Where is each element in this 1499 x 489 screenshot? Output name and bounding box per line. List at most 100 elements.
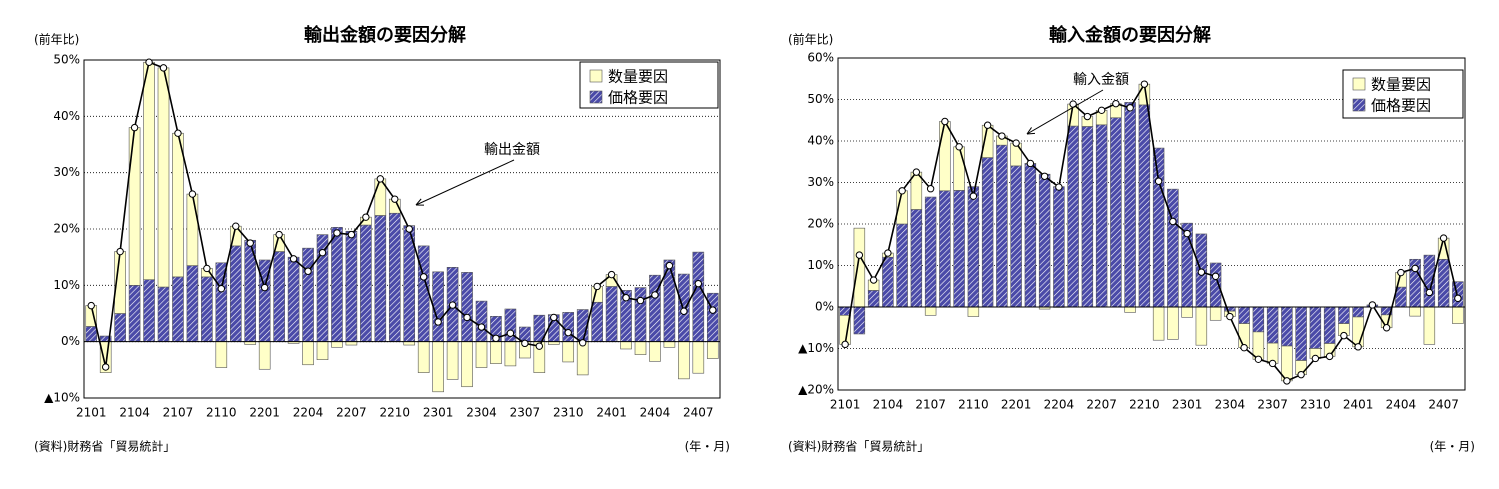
bar	[388, 212, 401, 342]
line-marker	[969, 192, 978, 200]
line-marker	[1425, 288, 1434, 297]
bar	[1038, 173, 1051, 308]
x-tick-label: 2210	[379, 406, 410, 420]
x-tick-label: 2101	[76, 406, 107, 420]
bar	[1081, 126, 1094, 308]
bar	[1138, 104, 1151, 308]
bar	[1452, 306, 1464, 324]
bar	[1152, 147, 1165, 308]
bar	[461, 341, 473, 388]
x-tick-label: 2207	[1086, 398, 1117, 412]
bar	[403, 341, 416, 346]
line-marker	[1012, 139, 1020, 147]
bar	[1095, 124, 1108, 308]
line-marker	[709, 306, 717, 314]
bar	[924, 196, 937, 308]
x-axis-label: (年・月)	[1430, 440, 1475, 454]
bar	[143, 279, 155, 342]
bar	[620, 341, 632, 350]
bar	[475, 341, 488, 368]
line-marker	[926, 185, 935, 193]
line-series	[844, 81, 1459, 382]
line-marker	[159, 64, 168, 72]
bar	[504, 341, 517, 367]
bar	[605, 286, 618, 342]
x-tick-label: 2307	[1257, 398, 1288, 412]
bar	[1209, 306, 1222, 321]
y-tick-label: 20%	[807, 217, 834, 231]
line-marker	[1055, 183, 1063, 191]
bar	[302, 247, 314, 342]
legend-label: 数量要因	[608, 68, 668, 86]
bar	[1423, 306, 1436, 345]
line-marker	[1154, 177, 1163, 185]
x-tick-label: 2204	[1044, 398, 1075, 412]
bar	[576, 341, 589, 376]
bar	[910, 209, 923, 308]
bar	[692, 251, 705, 342]
bar	[706, 341, 719, 359]
line-marker	[260, 283, 269, 292]
bar	[143, 61, 155, 281]
line-marker	[405, 225, 413, 233]
y-tick-label: 40%	[53, 109, 80, 123]
line-marker	[1169, 217, 1177, 226]
bar	[215, 341, 228, 368]
bar	[1352, 306, 1364, 318]
bar	[1152, 306, 1165, 341]
line-marker	[1197, 268, 1206, 276]
bar	[996, 144, 1008, 308]
bar	[273, 251, 285, 342]
bar	[1323, 306, 1336, 344]
line-marker	[1368, 301, 1377, 309]
y-tick-label: 10%	[53, 278, 80, 292]
x-tick-label: 2201	[1001, 398, 1032, 412]
bar	[345, 341, 358, 346]
bar	[1252, 306, 1265, 333]
bar	[475, 300, 488, 342]
bar	[229, 245, 242, 342]
bar	[1295, 306, 1307, 361]
bar	[417, 245, 430, 342]
bar	[1309, 306, 1322, 349]
y-tick-label: 30%	[807, 175, 834, 189]
line-marker	[535, 342, 544, 350]
bar	[1024, 163, 1037, 308]
plot-frame	[83, 59, 721, 399]
line-marker	[1240, 343, 1248, 352]
bar	[1195, 306, 1208, 346]
legend-swatch	[589, 90, 603, 104]
bar	[981, 157, 994, 308]
source-note: (資料)財務省「貿易統計」	[34, 439, 175, 454]
line-marker	[1097, 106, 1106, 114]
line-marker	[1340, 331, 1348, 340]
line-marker	[275, 230, 283, 239]
line-marker	[391, 195, 399, 203]
x-tick-label: 2310	[1300, 398, 1331, 412]
line-marker	[912, 168, 921, 176]
bar	[85, 326, 98, 342]
bar	[345, 230, 358, 342]
x-tick-label: 2401	[1343, 398, 1374, 412]
bar	[562, 312, 575, 342]
bar	[302, 341, 314, 366]
line-marker	[174, 129, 182, 137]
bar	[417, 341, 430, 373]
annotation-arrow	[415, 159, 515, 206]
chart-title: 輸出金額の要因分解	[304, 24, 466, 46]
line-marker	[898, 187, 906, 195]
x-tick-label: 2404	[640, 406, 671, 420]
line-marker	[145, 58, 153, 66]
x-tick-label: 2304	[1215, 398, 1246, 412]
bar	[953, 190, 965, 308]
y-tick-label: ▲20%	[798, 383, 834, 397]
line-marker	[1283, 377, 1291, 385]
x-tick-label: 2304	[466, 406, 497, 420]
line-marker	[955, 143, 963, 151]
line-marker	[564, 328, 572, 337]
line-marker	[578, 339, 587, 347]
line-marker	[998, 132, 1006, 140]
line-marker	[1183, 229, 1191, 238]
bar	[1352, 316, 1364, 348]
